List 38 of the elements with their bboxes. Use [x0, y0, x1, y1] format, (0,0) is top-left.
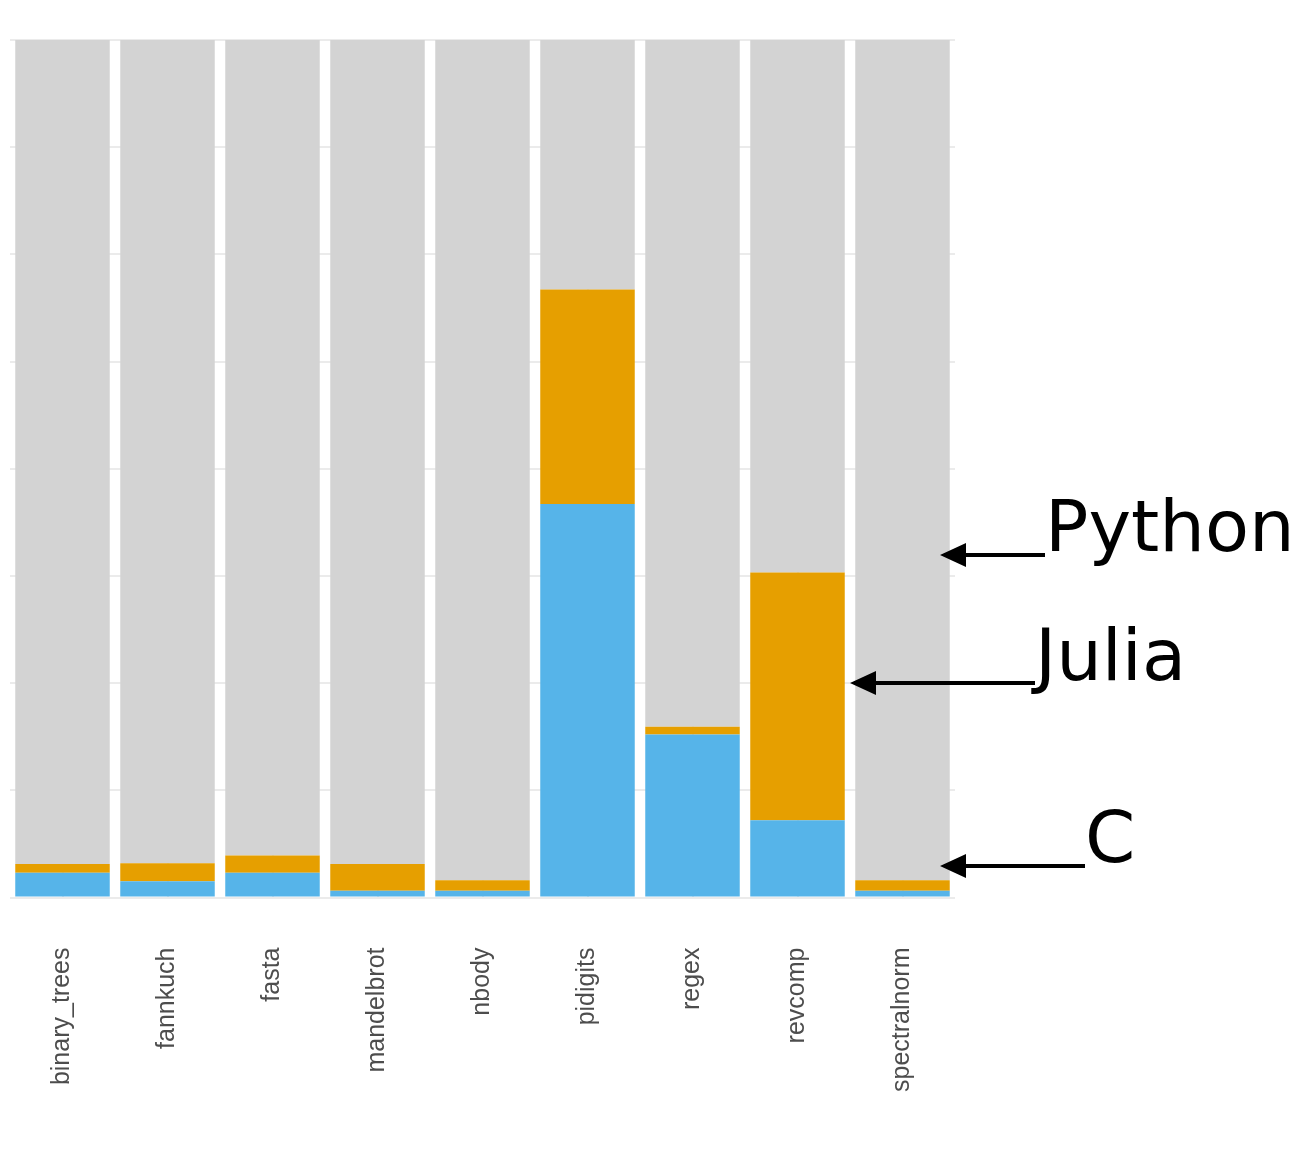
bar — [15, 40, 110, 865]
bar — [645, 726, 740, 735]
bar — [645, 734, 740, 897]
bar — [330, 890, 425, 897]
x-tick-label: pidigits — [571, 947, 600, 1026]
text: Julia — [1031, 612, 1186, 697]
bar — [435, 880, 530, 891]
bar — [435, 890, 530, 897]
bar — [225, 872, 320, 897]
x-tick-label: fasta — [256, 947, 285, 1002]
bar — [750, 40, 845, 573]
x-tick-label: binary_trees — [46, 947, 75, 1086]
bar — [855, 880, 950, 891]
series-label: C — [1085, 795, 1136, 880]
x-tick-label: mandelbrot — [361, 947, 390, 1073]
bar — [330, 40, 425, 865]
bar — [225, 40, 320, 856]
bar — [540, 289, 635, 504]
x-tick-label: fannkuch — [151, 947, 180, 1049]
bar — [330, 864, 425, 891]
x-tick-label: regex — [676, 947, 705, 1011]
bar — [225, 855, 320, 873]
bar — [750, 820, 845, 897]
bar — [855, 890, 950, 897]
bar — [540, 503, 635, 897]
x-tick-label: spectralnorm — [886, 947, 915, 1093]
bar — [15, 864, 110, 873]
bar — [15, 872, 110, 897]
bar — [435, 40, 530, 881]
bar — [120, 863, 215, 882]
bar — [540, 40, 635, 290]
bar — [750, 572, 845, 821]
x-tick-label: nbody — [466, 947, 495, 1016]
series-label: Python — [1045, 484, 1293, 569]
bar — [120, 40, 215, 864]
x-tick-label: revcomp — [781, 947, 810, 1044]
bar — [645, 40, 740, 727]
bar — [120, 881, 215, 897]
